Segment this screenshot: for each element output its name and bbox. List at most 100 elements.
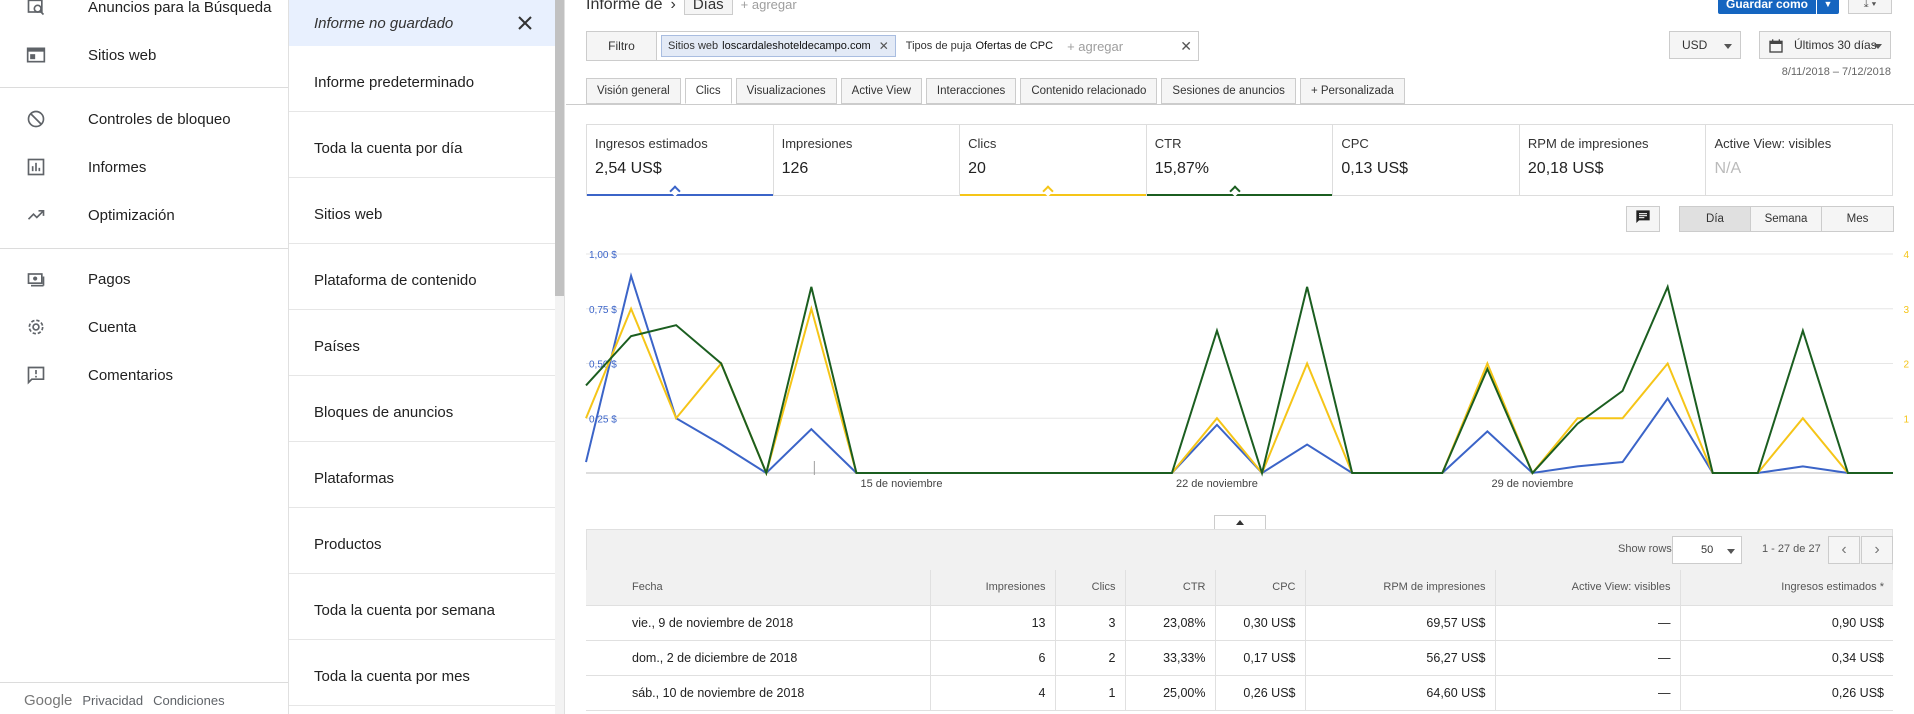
nav-divider [0,87,288,88]
unsaved-report-item[interactable]: Informe no guardado [289,0,557,46]
filter-chip-site[interactable]: Sitios web loscardaleshoteldecampo.com ✕ [661,35,896,57]
nav-item-account[interactable]: Cuenta [0,307,288,347]
table-cell: dom., 2 de diciembre de 2018 [586,640,931,676]
metric-card-clicks[interactable]: Clics 20 [960,125,1147,197]
search-ads-icon [24,0,48,19]
metric-card-cpc[interactable]: CPC 0,13 US$ [1333,125,1520,195]
tabs-divider [566,104,1914,105]
terms-link[interactable]: Condiciones [153,692,225,708]
prev-page-button[interactable]: ‹ [1828,536,1860,564]
report-item[interactable]: Toda la cuenta por día [289,120,557,178]
nav-item-websites[interactable]: Sitios web [0,35,288,75]
table-row[interactable]: sáb., 10 de noviembre de 2018 4 1 25,00%… [586,675,1893,711]
save-dropdown-button[interactable]: ▼ [1817,0,1839,14]
nav-item-blocking-controls[interactable]: Controles de bloqueo [0,99,288,139]
saved-reports-panel: Informe no guardado Informe predetermina… [288,0,565,714]
tab-ad-sessions[interactable]: Sesiones de anuncios [1161,78,1296,104]
report-item[interactable]: Países [289,318,557,376]
report-item[interactable]: Plataformas [289,450,557,508]
table-cell: — [1495,640,1681,676]
report-item[interactable]: Productos [289,516,557,574]
rows-per-page-value: 50 [1701,544,1714,556]
currency-select[interactable]: USD [1669,31,1741,59]
filter-chip-bid-type[interactable]: Tipos de puja Ofertas de CPC [900,35,1059,57]
table-row[interactable]: dom., 2 de diciembre de 2018 6 2 33,33% … [586,640,1893,676]
period-toggle: Día Semana Mes [1679,206,1894,232]
metric-selected-bar [1146,194,1333,196]
column-header[interactable]: CTR [1125,570,1216,606]
table-row[interactable]: vie., 9 de noviembre de 2018 13 3 23,08%… [586,605,1893,641]
column-header[interactable]: Ingresos estimados * [1680,570,1893,606]
add-filter-input[interactable]: + agregar [1067,38,1124,54]
reports-scroll-thumb[interactable] [555,0,564,296]
column-header[interactable]: Clics [1055,570,1126,606]
period-week-button[interactable]: Semana [1751,207,1822,231]
metric-card-rpm[interactable]: RPM de impresiones 20,18 US$ [1520,125,1707,195]
report-item[interactable]: Plataforma de contenido [289,252,557,310]
metric-card-ctr[interactable]: CTR 15,87% [1146,125,1334,197]
tab-overview[interactable]: Visión general [586,78,681,104]
filter-button[interactable]: Filtro [587,32,657,60]
report-item[interactable]: Informe predeterminado [289,54,557,112]
column-header[interactable]: RPM de impresiones [1305,570,1496,606]
period-month-button[interactable]: Mes [1822,207,1893,231]
annotations-button[interactable] [1626,206,1660,232]
tab-related-content[interactable]: Contenido relacionado [1020,78,1158,104]
nav-item-optimization[interactable]: Optimización [0,195,288,235]
report-item[interactable]: Bloques de anuncios [289,384,557,442]
save-as-button[interactable]: Guardar como [1718,0,1816,14]
date-range-text: 8/11/2018 – 7/12/2018 [1781,66,1891,78]
metric-card-active-view[interactable]: Active View: visibles N/A [1706,125,1892,195]
report-item[interactable]: Toda la cuenta por semana [289,582,557,640]
table-cell: 2 [1055,640,1126,676]
unsaved-report-label: Informe no guardado [314,14,454,32]
currency-value: USD [1682,38,1708,52]
metric-selected-bar [1706,194,1892,196]
metric-card-estimated-earnings[interactable]: Ingresos estimados 2,54 US$ [587,125,774,197]
y-axis-left-tick-label: 0,50 $ [589,360,617,371]
metric-selected-bar [1520,194,1706,196]
privacy-link[interactable]: Privacidad [82,692,144,708]
metric-cards: Ingresos estimados 2,54 US$ Impresiones … [586,124,1893,197]
breadcrumb: Informe de › Días + agregar [586,0,797,15]
tab-active-view[interactable]: Active View [840,78,922,104]
tab-interactions[interactable]: Interacciones [925,78,1017,104]
column-header[interactable]: Fecha [586,570,931,606]
table-cell: — [1495,675,1681,711]
performance-chart[interactable]: 1,00 $ 0,75 $ 0,50 $ 0,25 $ 4 3 2 1 15 de noviem… [566,240,1914,490]
google-logo: Google [24,691,73,709]
tab-clicks[interactable]: Clics [684,78,732,104]
report-item[interactable]: Sitios web [289,186,557,244]
reports-scrollbar[interactable] [555,0,564,714]
y-axis-left-tick-label: 1,00 $ [589,250,617,261]
column-header[interactable]: Impresiones [930,570,1056,606]
period-day-button[interactable]: Día [1680,207,1751,231]
close-icon[interactable] [513,11,537,35]
tab-views[interactable]: Visualizaciones [735,78,837,104]
pagination-text: 1 - 27 de 27 [1762,543,1821,555]
clear-filters-icon[interactable]: ✕ [1180,38,1192,54]
report-item[interactable]: Toda la cuenta por mes [289,648,557,706]
chevron-down-icon [1727,549,1735,554]
metric-card-impressions[interactable]: Impresiones 126 [774,125,961,195]
download-button[interactable]: ⤓ ▾ [1848,0,1892,14]
tab-custom[interactable]: + Personalizada [1299,78,1405,104]
nav-item-payments[interactable]: Pagos [0,259,288,299]
nav-label: Informes [88,158,147,176]
dimension-dropdown[interactable]: Días [683,0,733,15]
column-header[interactable]: CPC [1215,570,1306,606]
nav-item-feedback[interactable]: Comentarios [0,355,288,395]
nav-item-reports[interactable]: Informes [0,147,288,187]
collapse-chart-button[interactable] [1214,515,1266,529]
next-page-button[interactable]: › [1861,536,1893,564]
close-icon[interactable]: ✕ [878,39,889,53]
rows-per-page-select[interactable]: 50 [1672,536,1742,564]
metric-value: 2,54 US$ [595,160,662,177]
chevron-down-icon [1724,44,1732,49]
column-header[interactable]: Active View: visibles [1495,570,1681,606]
add-dimension-link[interactable]: + agregar [740,0,797,12]
date-range-select[interactable]: Últimos 30 días [1759,31,1891,59]
nav-item-search-ads[interactable]: Anuncios para la Búsqueda [0,0,288,27]
nav-label: Anuncios para la Búsqueda [88,0,272,16]
x-axis-tick-label: 15 de noviembre [861,478,943,490]
